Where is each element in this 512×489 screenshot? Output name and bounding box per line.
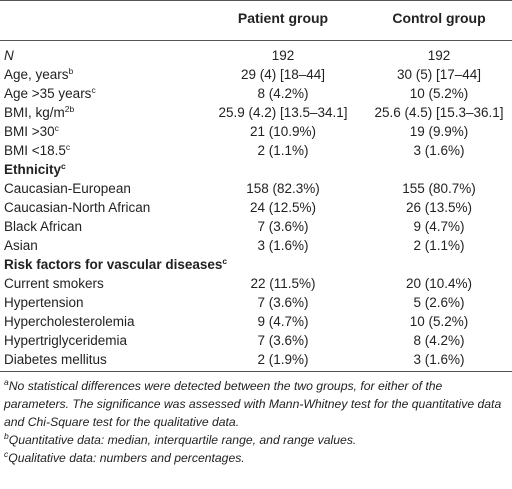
row-label: Black African — [4, 217, 82, 236]
section-text: Risk factors for vascular diseases — [4, 257, 223, 272]
row-label: BMI >30c — [4, 122, 59, 141]
value-cell: 8 (4.2%) — [413, 333, 465, 348]
footnote-mark: c — [4, 449, 9, 459]
label-text: Age, years — [4, 67, 69, 82]
value-cell: 9 (4.7%) — [257, 314, 309, 329]
value-cell: 7 (3.6%) — [257, 219, 309, 234]
superscript: c — [65, 142, 71, 152]
column-header: Patient group — [237, 10, 329, 26]
label-text: Black African — [4, 219, 83, 234]
label-text: Age >35 years — [4, 86, 92, 101]
value-cell: 155 (80.7%) — [402, 181, 476, 196]
value-cell: 5 (2.6%) — [413, 295, 465, 310]
row-label: Hypertension — [4, 293, 84, 312]
superscript: 2b — [64, 104, 75, 114]
value-cell: 8 (4.2%) — [257, 86, 309, 101]
value-cell: 10 (5.2%) — [409, 86, 469, 101]
superscript: c — [222, 256, 228, 266]
value-cell: 21 (10.9%) — [249, 124, 317, 139]
value-cell: 2 (1.1%) — [257, 143, 309, 158]
section-text: Ethnicity — [4, 162, 62, 177]
row-label: Age, yearsb — [4, 65, 73, 84]
row-label: Hypertriglyceridemia — [4, 331, 127, 350]
footnote-text: Quantitative data: median, interquartile… — [8, 433, 357, 447]
row-label: Asian — [4, 236, 38, 255]
row-label: Diabetes mellitus — [4, 350, 107, 369]
value-cell: 22 (11.5%) — [250, 276, 316, 291]
footnote-mark: b — [4, 431, 9, 441]
value-cell: 30 (5) [17–44] — [396, 67, 482, 82]
value-cell: 3 (1.6%) — [413, 352, 465, 367]
label-text: Caucasian-North African — [4, 200, 151, 215]
label-text: BMI, kg/m — [4, 105, 65, 120]
value-cell: 3 (1.6%) — [413, 143, 465, 158]
value-cell: 158 (82.3%) — [246, 181, 320, 196]
label-text: Hypertension — [4, 295, 84, 310]
section-label: Risk factors for vascular diseasesc — [4, 255, 227, 274]
value-cell: 192 — [271, 48, 295, 63]
value-cell: 24 (12.5%) — [249, 200, 317, 215]
label-text: N — [4, 48, 14, 63]
value-cell: 26 (13.5%) — [405, 200, 473, 215]
footnote-text: Qualitative data: numbers and percentage… — [8, 451, 245, 465]
row-label: Hypercholesterolemia — [4, 312, 135, 331]
section-label: Ethnicityc — [4, 160, 66, 179]
row-label: BMI <18.5c — [4, 141, 70, 160]
row-label: Age >35 yearsc — [4, 84, 96, 103]
label-text: Current smokers — [4, 276, 104, 291]
value-cell: 2 (1.9%) — [257, 352, 309, 367]
footnote: aNo statistical differences were detecte… — [4, 377, 510, 431]
row-label: Current smokers — [4, 274, 104, 293]
superscript: b — [68, 66, 74, 76]
superscript: c — [61, 161, 66, 171]
label-text: Diabetes mellitus — [4, 352, 107, 367]
value-cell: 192 — [427, 48, 451, 63]
row-label: Caucasian-European — [4, 179, 131, 198]
value-cell: 25.9 (4.2) [13.5–34.1] — [218, 105, 348, 120]
label-text: Hypertriglyceridemia — [4, 333, 128, 348]
footnote: bQuantitative data: median, interquartil… — [4, 431, 510, 449]
row-label: Caucasian-North African — [4, 198, 150, 217]
bottom-rule — [0, 371, 512, 372]
value-cell: 2 (1.1%) — [413, 238, 465, 253]
footnote: cQualitative data: numbers and percentag… — [4, 449, 510, 467]
superscript: c — [54, 123, 59, 133]
value-cell: 9 (4.7%) — [413, 219, 465, 234]
value-cell: 10 (5.2%) — [409, 314, 469, 329]
value-cell: 3 (1.6%) — [257, 238, 309, 253]
label-text: Asian — [4, 238, 38, 253]
value-cell: 7 (3.6%) — [257, 333, 309, 348]
value-cell: 25.6 (4.5) [15.3–36.1] — [374, 105, 504, 120]
superscript: c — [91, 85, 96, 95]
footnote-mark: a — [4, 377, 9, 387]
value-cell: 19 (9.9%) — [409, 124, 469, 139]
column-header: Control group — [392, 10, 486, 26]
label-text: BMI <18.5 — [4, 143, 66, 158]
label-text: BMI >30 — [4, 124, 55, 139]
value-cell: 20 (10.4%) — [405, 276, 473, 291]
label-text: Caucasian-European — [4, 181, 131, 196]
value-cell: 7 (3.6%) — [257, 295, 309, 310]
value-cell: 29 (4) [18–44] — [240, 67, 326, 82]
top-rule — [0, 0, 512, 1]
header-rule — [0, 40, 512, 41]
label-text: Hypercholesterolemia — [4, 314, 135, 329]
row-label: BMI, kg/m2b — [4, 103, 74, 122]
row-label: N — [4, 46, 14, 65]
footnote-text: No statistical differences were detected… — [4, 379, 502, 429]
